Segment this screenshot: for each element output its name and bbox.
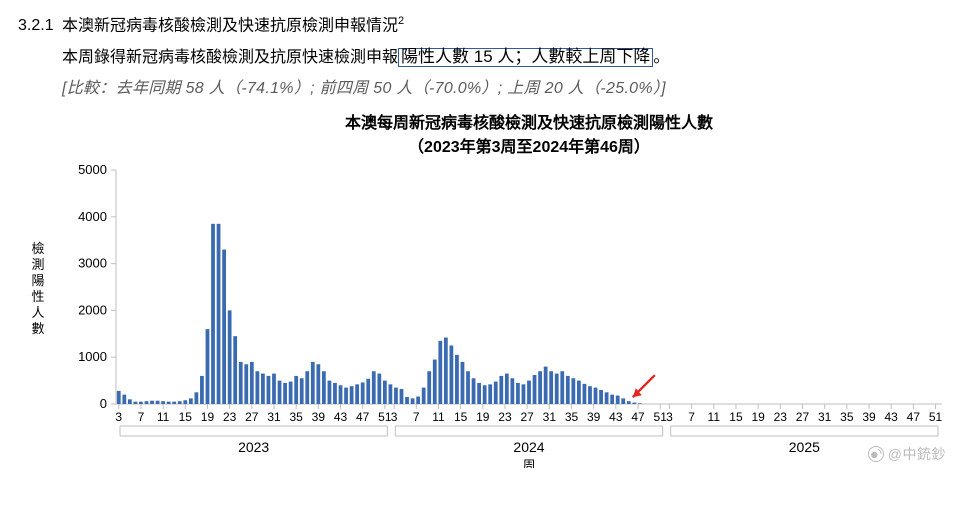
svg-text:47: 47 bbox=[356, 410, 370, 424]
svg-text:數: 數 bbox=[31, 321, 44, 336]
summary-prefix: 本周錄得新冠病毒核酸檢測及抗原快速檢測申報 bbox=[62, 49, 398, 66]
svg-text:31: 31 bbox=[543, 410, 557, 424]
footnote-mark: 2 bbox=[398, 15, 404, 27]
svg-text:3: 3 bbox=[666, 410, 673, 424]
svg-text:15: 15 bbox=[179, 410, 193, 424]
svg-text:35: 35 bbox=[289, 410, 303, 424]
svg-text:測: 測 bbox=[31, 257, 44, 272]
svg-text:周: 周 bbox=[522, 458, 535, 468]
svg-text:35: 35 bbox=[840, 410, 854, 424]
svg-text:19: 19 bbox=[476, 410, 490, 424]
summary-suffix: 。 bbox=[653, 49, 669, 66]
svg-text:39: 39 bbox=[312, 410, 326, 424]
svg-text:7: 7 bbox=[688, 410, 695, 424]
svg-text:0: 0 bbox=[100, 396, 107, 411]
svg-text:4000: 4000 bbox=[78, 209, 107, 224]
svg-text:2025: 2025 bbox=[789, 439, 820, 455]
svg-text:15: 15 bbox=[729, 410, 743, 424]
svg-text:31: 31 bbox=[818, 410, 832, 424]
svg-text:27: 27 bbox=[245, 410, 259, 424]
section-number: 3.2.1 bbox=[18, 12, 62, 41]
svg-text:7: 7 bbox=[413, 410, 420, 424]
weibo-icon bbox=[868, 446, 884, 462]
svg-text:本澳每周新冠病毒核酸檢測及快速抗原檢測陽性人數: 本澳每周新冠病毒核酸檢測及快速抗原檢測陽性人數 bbox=[345, 113, 713, 132]
summary-boxed-text: 陽性人數 15 人；人數較上周下降 bbox=[401, 47, 650, 66]
svg-text:47: 47 bbox=[631, 410, 645, 424]
svg-text:11: 11 bbox=[708, 410, 721, 424]
svg-text:23: 23 bbox=[498, 410, 512, 424]
svg-text:39: 39 bbox=[862, 410, 876, 424]
svg-text:51: 51 bbox=[929, 410, 943, 424]
svg-text:27: 27 bbox=[796, 410, 810, 424]
svg-text:2024: 2024 bbox=[513, 439, 544, 455]
svg-text:31: 31 bbox=[267, 410, 281, 424]
section-title: 本澳新冠病毒核酸檢測及快速抗原檢測申報情況2 bbox=[62, 12, 404, 41]
svg-text:23: 23 bbox=[774, 410, 788, 424]
svg-text:19: 19 bbox=[751, 410, 765, 424]
summary-boxed: 陽性人數 15 人；人數較上周下降 bbox=[398, 48, 653, 67]
svg-text:檢: 檢 bbox=[31, 241, 44, 256]
svg-text:陽: 陽 bbox=[31, 273, 44, 288]
svg-text:47: 47 bbox=[907, 410, 921, 424]
svg-text:性: 性 bbox=[31, 289, 44, 304]
svg-text:43: 43 bbox=[334, 410, 348, 424]
svg-text:43: 43 bbox=[609, 410, 623, 424]
svg-text:11: 11 bbox=[432, 410, 445, 424]
chart-svg: 本澳每周新冠病毒核酸檢測及快速抗原檢測陽性人數 （2023年第3周至2024年第4… bbox=[18, 108, 958, 468]
watermark: @中銃鈔 bbox=[868, 444, 946, 464]
svg-text:人: 人 bbox=[31, 305, 44, 320]
svg-text:23: 23 bbox=[223, 410, 237, 424]
summary-line: 本周錄得新冠病毒核酸檢測及抗原快速檢測申報陽性人數 15 人；人數較上周下降。 bbox=[62, 41, 957, 73]
svg-text:（2023年第3周至2024年第46周）: （2023年第3周至2024年第46周） bbox=[408, 137, 650, 156]
svg-text:1000: 1000 bbox=[78, 349, 107, 364]
svg-text:2000: 2000 bbox=[78, 302, 107, 317]
svg-text:11: 11 bbox=[157, 410, 170, 424]
svg-text:3: 3 bbox=[115, 410, 122, 424]
svg-text:35: 35 bbox=[565, 410, 579, 424]
svg-text:15: 15 bbox=[454, 410, 468, 424]
svg-text:19: 19 bbox=[201, 410, 215, 424]
watermark-text: @中銃鈔 bbox=[888, 444, 946, 464]
comparison-line: [比較：去年同期 58 人（-74.1%）; 前四周 50 人（-70.0%）;… bbox=[62, 74, 957, 104]
svg-text:43: 43 bbox=[885, 410, 899, 424]
svg-text:2023: 2023 bbox=[238, 439, 269, 455]
section-title-text: 本澳新冠病毒核酸檢測及快速抗原檢測申報情況 bbox=[62, 17, 398, 34]
svg-text:39: 39 bbox=[587, 410, 601, 424]
svg-text:27: 27 bbox=[520, 410, 534, 424]
covid-weekly-chart: 本澳每周新冠病毒核酸檢測及快速抗原檢測陽性人數 （2023年第3周至2024年第4… bbox=[18, 108, 958, 468]
svg-text:3: 3 bbox=[391, 410, 398, 424]
svg-text:3000: 3000 bbox=[78, 256, 107, 271]
svg-text:5000: 5000 bbox=[78, 162, 107, 177]
svg-text:7: 7 bbox=[138, 410, 145, 424]
